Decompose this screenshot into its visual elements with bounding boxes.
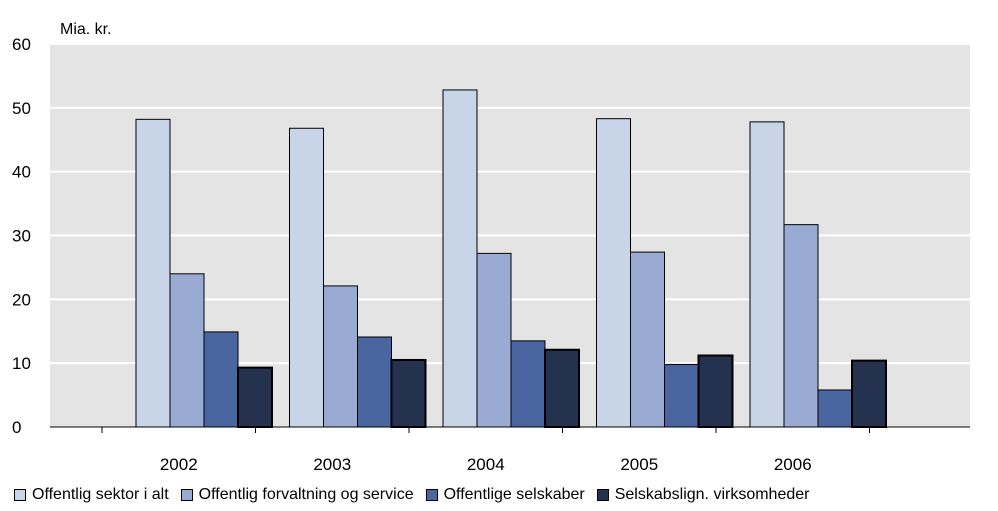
legend-swatch xyxy=(180,489,193,501)
bar xyxy=(851,359,887,429)
plot-area: 0 10 20 30 40 50 60 2002 2003 2004 2005 2006 xyxy=(12,35,970,474)
bar xyxy=(135,118,171,428)
bar xyxy=(697,354,734,428)
legend-item-offentlige-selskaber: Offentlige selskaber xyxy=(425,486,585,504)
y-tick-label: 0 xyxy=(12,418,21,437)
bar xyxy=(442,89,478,428)
bar xyxy=(169,273,205,428)
bar xyxy=(289,127,324,428)
bar xyxy=(783,224,819,428)
legend-label: Offentlige selskaber xyxy=(443,486,585,503)
x-tick-label: 2004 xyxy=(467,455,505,474)
x-tick-label: 2005 xyxy=(620,455,658,474)
bar xyxy=(390,358,427,429)
bar-chart: Mia. kr. 0 10 20 30 40 50 60 2002 2003 2004 2005 20… xyxy=(12,21,970,474)
bar xyxy=(323,285,358,428)
legend-item-selskabslign: Selskabslign. virksomheder xyxy=(596,486,810,504)
bar xyxy=(476,252,512,428)
legend-item-offentlig-forvaltning: Offentlig forvaltning og service xyxy=(180,486,414,504)
legend-label: Offentlig sektor i alt xyxy=(32,486,169,503)
legend-label: Selskabslign. virksomheder xyxy=(614,486,810,503)
bar xyxy=(749,121,785,428)
y-axis-label: Mia. kr. xyxy=(60,21,112,38)
legend-label: Offentlig forvaltning og service xyxy=(198,486,414,503)
y-tick-label: 40 xyxy=(12,163,31,182)
bar xyxy=(630,251,665,428)
y-tick-label: 30 xyxy=(12,227,31,246)
x-tick-label: 2002 xyxy=(160,455,198,474)
bar xyxy=(237,366,273,429)
legend-swatch xyxy=(596,489,609,501)
x-tick-label: 2006 xyxy=(774,455,812,474)
x-tick-label: 2003 xyxy=(313,455,351,474)
bar xyxy=(664,363,699,428)
legend: Offentlig sektor i alt Offentlig forvalt… xyxy=(0,482,998,508)
legend-swatch xyxy=(425,489,438,501)
bar xyxy=(510,340,546,428)
legend-swatch xyxy=(14,489,26,501)
bar xyxy=(203,331,239,428)
y-tick-label: 10 xyxy=(12,354,31,373)
bar xyxy=(544,348,580,428)
y-tick-label: 20 xyxy=(12,290,31,309)
bar xyxy=(817,389,853,428)
y-tick-label: 50 xyxy=(12,99,31,118)
y-tick-label: 60 xyxy=(12,35,31,54)
bar xyxy=(357,336,392,428)
bar xyxy=(596,118,631,428)
legend-item-offentlig-sektor: Offentlig sektor i alt xyxy=(14,486,169,504)
